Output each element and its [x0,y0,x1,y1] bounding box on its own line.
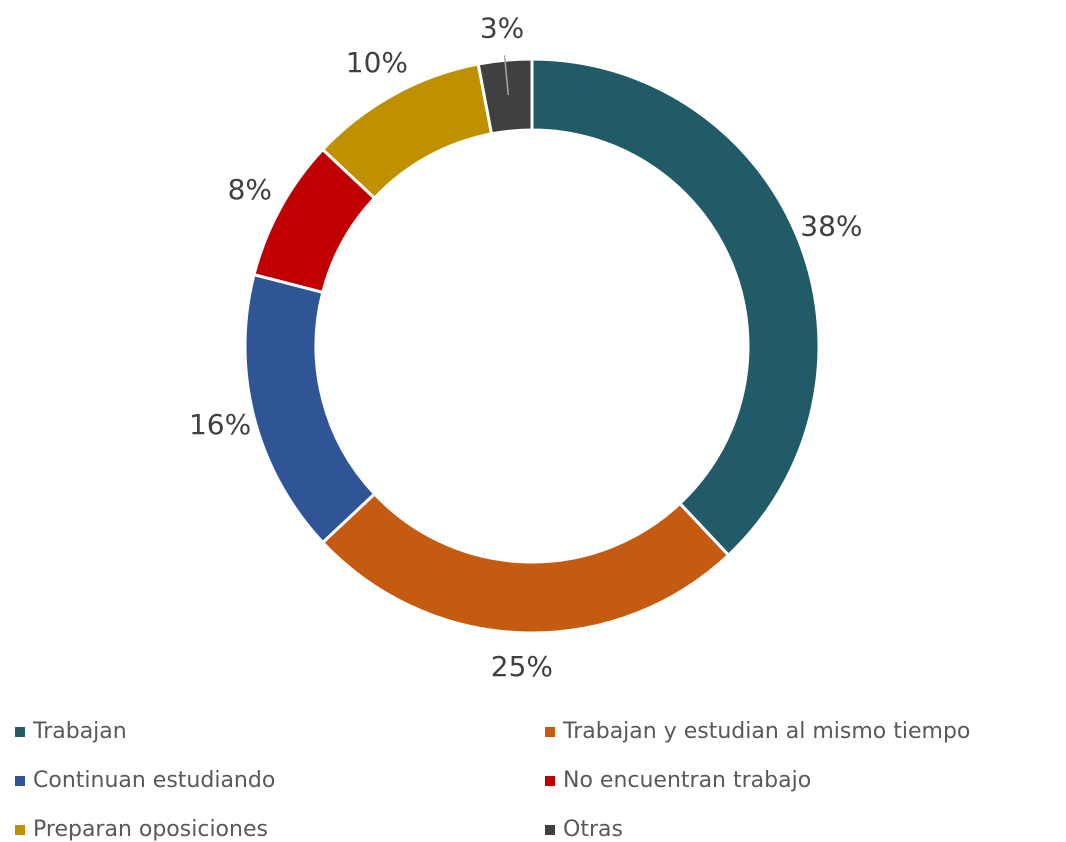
data-label: 10% [346,46,408,79]
legend-marker [15,776,25,786]
legend-label: Continuan estudiando [33,768,275,793]
slice [243,272,377,545]
legend-marker [15,825,25,835]
legend-marker [545,825,555,835]
slice [476,57,534,136]
data-label: 25% [491,650,553,683]
data-label: 16% [189,408,251,441]
legend-marker [15,727,25,737]
legend-marker [545,776,555,786]
legend-label: Trabajan y estudian al mismo tiempo [562,719,970,744]
legend-label: Preparan oposiciones [33,817,268,842]
leader-line [503,55,510,96]
data-label: 8% [228,173,272,206]
slice [530,57,821,558]
legend-marker [545,727,555,737]
legend-label: No encuentran trabajo [563,768,811,793]
data-label: 3% [480,11,524,44]
slice [320,491,731,635]
legend-label: Trabajan [32,719,127,744]
data-label: 38% [800,209,862,242]
legend-label: Otras [563,817,623,842]
